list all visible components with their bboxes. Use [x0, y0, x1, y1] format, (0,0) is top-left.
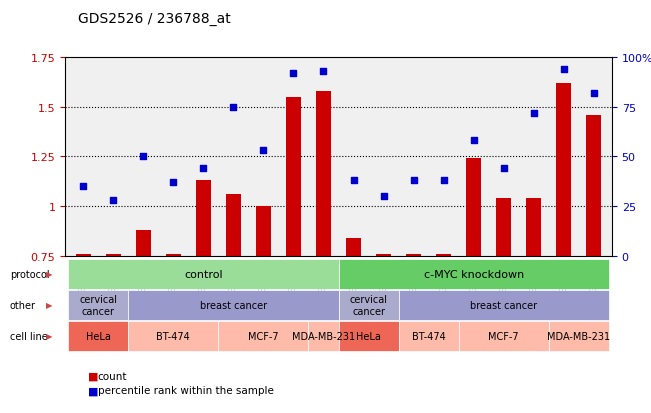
Text: ■: ■: [88, 385, 98, 395]
Text: cell line: cell line: [10, 331, 48, 341]
Point: [408, 178, 419, 184]
Point: [168, 179, 178, 186]
Text: BT-474: BT-474: [156, 331, 190, 341]
Bar: [376, 254, 391, 256]
Bar: [135, 230, 151, 256]
Point: [348, 178, 359, 184]
Text: control: control: [184, 269, 223, 279]
Point: [469, 138, 479, 145]
Text: percentile rank within the sample: percentile rank within the sample: [98, 385, 273, 395]
Text: count: count: [98, 371, 127, 381]
Text: other: other: [10, 300, 36, 310]
Point: [228, 104, 238, 111]
Text: breast cancer: breast cancer: [470, 300, 537, 310]
Point: [78, 183, 89, 190]
Point: [439, 178, 449, 184]
Bar: [557, 83, 572, 256]
Bar: [105, 254, 120, 256]
Text: GDS2526 / 236788_at: GDS2526 / 236788_at: [78, 12, 231, 26]
Point: [378, 193, 389, 200]
Text: MDA-MB-231: MDA-MB-231: [292, 331, 355, 341]
Text: ■: ■: [88, 371, 98, 381]
Text: cervical
cancer: cervical cancer: [79, 294, 117, 316]
Bar: [526, 199, 542, 256]
Point: [318, 69, 329, 75]
Text: BT-474: BT-474: [412, 331, 445, 341]
Text: MDA-MB-231: MDA-MB-231: [547, 331, 611, 341]
Point: [108, 197, 118, 204]
Text: MCF-7: MCF-7: [248, 331, 279, 341]
Point: [589, 90, 599, 97]
Point: [258, 148, 269, 154]
Bar: [76, 254, 90, 256]
Text: cervical
cancer: cervical cancer: [350, 294, 387, 316]
Text: ▶: ▶: [46, 301, 52, 310]
Bar: [316, 92, 331, 256]
Text: c-MYC knockdown: c-MYC knockdown: [424, 269, 524, 279]
Bar: [256, 206, 271, 256]
Text: breast cancer: breast cancer: [200, 300, 267, 310]
Text: HeLa: HeLa: [86, 331, 111, 341]
Bar: [226, 195, 241, 256]
Bar: [406, 254, 421, 256]
Bar: [166, 254, 181, 256]
Text: protocol: protocol: [10, 269, 49, 279]
Bar: [346, 238, 361, 256]
Text: ▶: ▶: [46, 270, 52, 279]
Bar: [587, 115, 602, 256]
Bar: [286, 97, 301, 256]
Bar: [436, 254, 451, 256]
Text: HeLa: HeLa: [356, 331, 381, 341]
Text: ▶: ▶: [46, 332, 52, 341]
Text: MCF-7: MCF-7: [488, 331, 519, 341]
Point: [499, 166, 509, 172]
Bar: [496, 199, 511, 256]
Point: [529, 110, 539, 116]
Point: [198, 166, 208, 172]
Point: [138, 154, 148, 160]
Point: [559, 66, 569, 73]
Bar: [196, 181, 211, 256]
Bar: [466, 159, 481, 256]
Point: [288, 70, 299, 77]
